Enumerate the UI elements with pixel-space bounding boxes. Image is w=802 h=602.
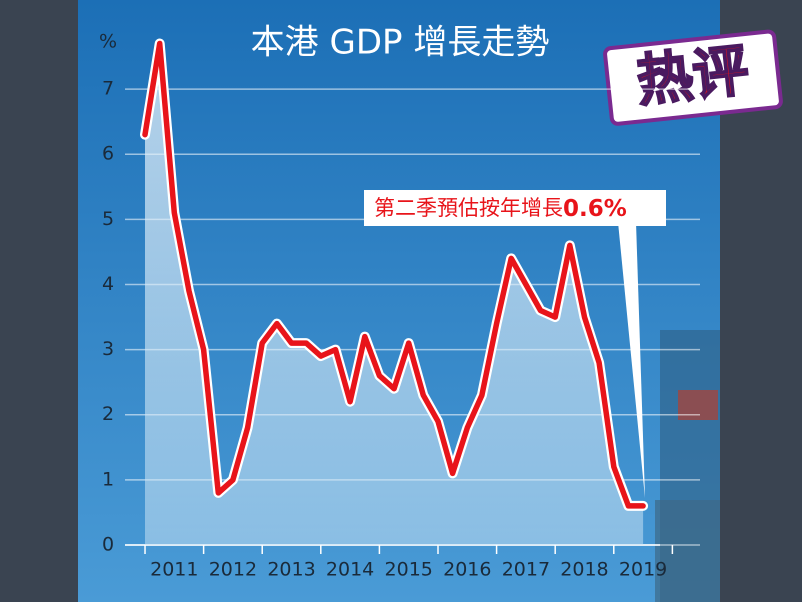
area	[145, 43, 644, 545]
annotation-text: 第二季預估按年增長0.6%	[374, 196, 627, 222]
annotation-pointer	[618, 222, 645, 498]
x-tick-label: 2012	[209, 559, 257, 581]
y-tick-label: 4	[102, 273, 114, 295]
badge-text: 热评	[634, 38, 752, 114]
x-tick-label: 2019	[619, 559, 667, 581]
y-tick-label: 7	[102, 78, 114, 100]
annotation-text: 第二季預估按年增長	[374, 196, 563, 220]
x-tick-label: 2011	[150, 559, 198, 581]
y-tick-label: 2	[102, 403, 114, 425]
annotation-box	[364, 190, 666, 226]
plot: 0 1 2 3 4 5 6 7 2011 2012 2013 2014 2015 2016 2017 2018…	[102, 38, 700, 581]
x-tick-label: 2013	[267, 559, 315, 581]
x-tick-label: 2016	[443, 559, 491, 581]
y-tick-label: 6	[102, 143, 114, 165]
y-tick-label: 5	[102, 208, 114, 230]
y-tick-label: 0	[102, 534, 114, 556]
x-tick-label: 2018	[560, 559, 608, 581]
y-tick-label: 3	[102, 338, 114, 360]
annotation-value: 0.6%	[563, 196, 627, 222]
x-tick-label: 2014	[326, 559, 374, 581]
badge: 热评	[603, 29, 783, 126]
city-photo	[655, 500, 720, 602]
y-tick-label: 1	[102, 468, 114, 490]
badge-box	[603, 29, 783, 126]
x-tick-label: 2015	[385, 559, 433, 581]
x-tick-label: 2017	[502, 559, 550, 581]
chart-title: 本港 GDP 增長走勢	[251, 23, 550, 63]
city-photo	[678, 390, 718, 420]
y-axis-unit: %	[99, 31, 117, 53]
line	[142, 40, 646, 509]
